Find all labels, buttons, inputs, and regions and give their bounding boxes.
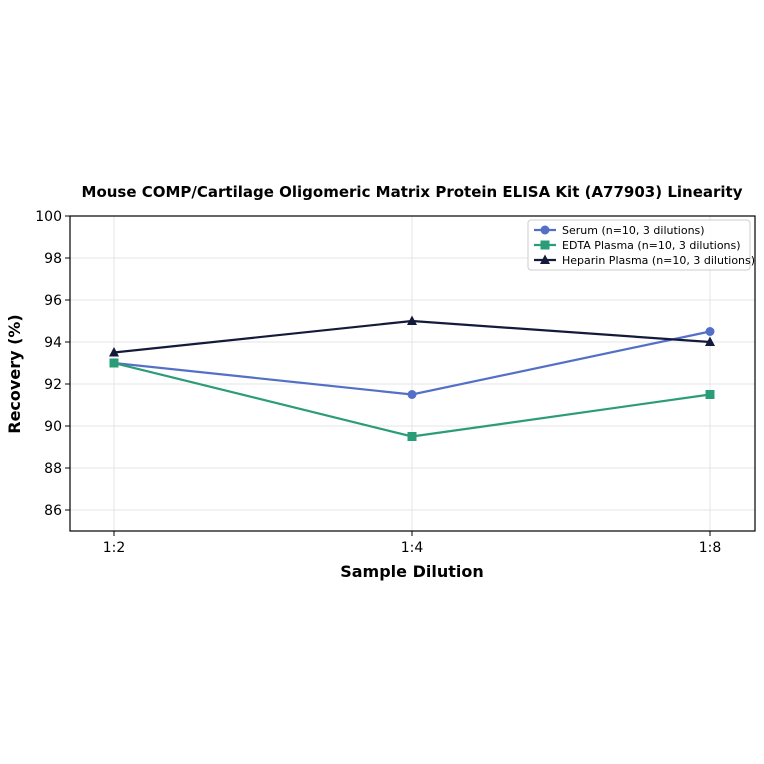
x-tick-label: 1:8 xyxy=(699,540,722,556)
data-point xyxy=(109,347,119,357)
x-axis-label: Sample Dilution xyxy=(340,562,484,581)
y-tick-label: 88 xyxy=(44,461,62,477)
series-square xyxy=(109,358,715,441)
x-tick-label: 1:4 xyxy=(401,540,424,556)
legend-label: Heparin Plasma (n=10, 3 dilutions) xyxy=(562,254,755,267)
data-point xyxy=(705,327,715,336)
y-tick-label: 92 xyxy=(44,377,62,393)
series-triangle xyxy=(109,315,715,357)
y-tick-label: 90 xyxy=(44,419,62,435)
legend-box xyxy=(527,219,751,271)
series-layer xyxy=(109,315,715,441)
y-tick-label: 86 xyxy=(44,503,62,519)
data-point xyxy=(407,432,417,441)
x-tick-label: 1:2 xyxy=(103,540,126,556)
data-point xyxy=(705,336,715,346)
y-tick-label: 94 xyxy=(44,335,62,351)
legend-swatch-marker xyxy=(540,225,550,235)
legend-swatch-marker xyxy=(540,240,550,250)
data-point xyxy=(407,390,417,399)
y-tick-label: 100 xyxy=(35,209,62,225)
legend-item: Heparin Plasma (n=10, 3 dilutions) xyxy=(534,254,755,267)
legend-item: Serum (n=10, 3 dilutions) xyxy=(534,224,705,237)
y-tick-label: 98 xyxy=(44,251,62,267)
y-axis-label: Recovery (%) xyxy=(5,314,24,433)
chart-title: Mouse COMP/Cartilage Oligomeric Matrix P… xyxy=(82,183,743,201)
y-tick-label: 96 xyxy=(44,293,62,309)
data-point xyxy=(705,390,715,399)
axis-ticks: 86 88 90 92 94 96 98 100 1:2 1:4 1:8 xyxy=(35,209,721,556)
legend-item: EDTA Plasma (n=10, 3 dilutions) xyxy=(534,239,741,252)
legend-label: EDTA Plasma (n=10, 3 dilutions) xyxy=(562,239,741,252)
data-point xyxy=(407,315,417,325)
legend: Serum (n=10, 3 dilutions) EDTA Plasma (n=… xyxy=(527,219,755,271)
legend-label: Serum (n=10, 3 dilutions) xyxy=(562,224,705,237)
data-point xyxy=(109,358,119,368)
legend-swatch-marker xyxy=(540,254,550,264)
